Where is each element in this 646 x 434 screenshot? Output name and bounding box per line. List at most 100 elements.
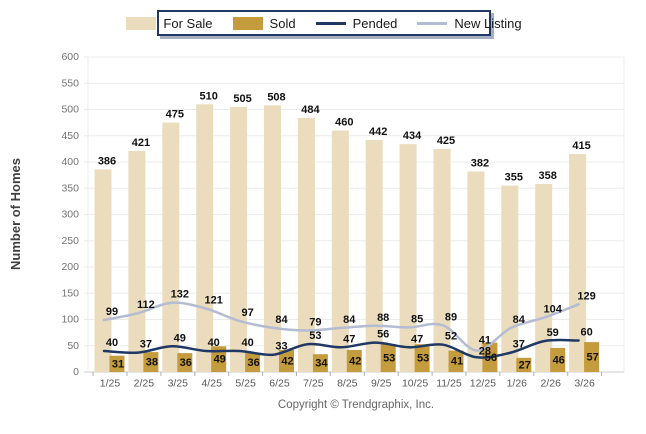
bar-sold [143,352,159,372]
sold-value-label: 56 [485,352,497,364]
pended-value-label: 33 [275,341,287,353]
new-listing-value-label: 99 [106,306,118,318]
bar-for-sale [264,105,281,373]
bar-for-sale [569,154,587,372]
new-listing-line [102,301,580,352]
bar-sold [414,344,430,372]
sold-value-label: 31 [112,358,124,370]
new-listing-value-label: 85 [411,313,423,325]
bar-for-sale [467,171,485,373]
new-listing-value-label: 89 [445,311,457,323]
y-tick-label: 50 [67,340,79,352]
for-sale-value-label: 508 [267,91,285,103]
bar-for-sale [399,144,417,372]
y-tick-label: 500 [61,104,79,116]
pended-value-label: 59 [547,327,559,339]
bar-for-sale [128,151,146,372]
x-tick-label: 11/25 [436,378,462,390]
y-tick-label: 550 [61,77,79,89]
pended-line [102,338,580,359]
legend-item-for-sale: For Sale [126,16,213,31]
legend-item-pended: Pended [315,15,398,31]
y-tick-label: 0 [73,366,79,378]
pended-value-label: 40 [106,337,118,349]
pended-value-label: 60 [580,327,592,339]
x-tick-label: 3/25 [168,378,189,390]
bar-sold [584,342,600,372]
bar-for-sale [94,169,112,373]
sold-value-label: 53 [417,353,429,365]
new-listing-line-swatch [417,21,448,25]
for-sale-value-label: 442 [369,126,387,138]
x-tick-label: 3/26 [574,378,595,390]
y-tick-label: 250 [61,235,79,247]
bar-sold [380,344,396,372]
sold-value-label: 36 [247,357,259,369]
new-listing-value-label: 84 [343,314,356,326]
bar-for-sale [230,106,248,373]
bar-sold [177,353,193,372]
bar-for-sale [535,184,553,372]
sold-value-label: 27 [519,359,531,371]
pended-line-swatch [315,21,346,25]
x-tick-label: 4/25 [201,378,222,390]
new-listing-value-label: 121 [205,295,223,307]
bar-sold [346,350,362,373]
new-listing-value-label: 84 [513,314,526,326]
copyright-text: Copyright © Trendgraphix, Inc. [277,399,435,411]
bar-for-sale [365,140,383,373]
x-tick-label: 2/26 [540,378,561,390]
legend-label-pended: Pended [352,15,398,31]
pended-value-label: 37 [140,339,152,351]
legend-item-sold: Sold [232,15,296,31]
x-tick-label: 1/26 [507,378,528,390]
for-sale-value-label: 355 [505,172,523,184]
legend: For Sale Sold Pended New Listing [126,10,522,36]
bar-for-sale [331,130,349,372]
for-sale-value-label: 386 [98,155,116,167]
y-tick-label: 350 [61,182,79,194]
y-tick-label: 300 [61,209,79,221]
for-sale-value-label: 425 [437,135,455,147]
bar-for-sale [297,117,315,373]
x-tick-label: 1/25 [100,378,121,390]
pended-value-label: 56 [377,329,389,341]
sold-swatch [232,16,263,30]
bar-sold [312,354,328,373]
new-listing-value-label: 88 [377,312,389,324]
pended-value-label: 28 [479,345,491,357]
for-sale-value-label: 415 [572,140,590,152]
pended-value-label: 40 [208,337,220,349]
legend-item-new-listing: New Listing [417,16,522,31]
bar-for-sale [196,104,214,373]
sold-value-label: 38 [146,357,158,369]
for-sale-value-label: 505 [233,93,251,105]
new-listing-value-label: 104 [544,303,563,315]
for-sale-value-label: 382 [471,158,489,170]
y-tick-label: 100 [61,314,79,326]
legend-label-sold: Sold [269,15,296,31]
y-tick-label: 450 [61,130,79,142]
sold-value-label: 53 [383,353,395,365]
new-listing-value-label: 41 [479,334,491,346]
sold-value-label: 34 [315,358,328,370]
x-tick-label: 8/25 [337,378,358,390]
sold-value-label: 36 [180,357,192,369]
new-listing-value-label: 132 [171,289,189,301]
pended-value-label: 37 [513,339,525,351]
y-tick-label: 600 [61,51,79,63]
pended-value-label: 47 [343,333,355,345]
for-sale-value-label: 510 [200,90,218,102]
x-tick-label: 9/25 [371,378,392,390]
for-sale-value-label: 434 [403,130,422,142]
pended-value-label: 40 [241,337,253,349]
y-tick-label: 400 [61,156,79,168]
bar-sold [211,346,227,372]
for-sale-value-label: 475 [166,109,184,121]
sold-value-label: 42 [349,356,361,368]
bar-for-sale [433,148,451,372]
x-tick-label: 10/25 [402,378,428,390]
new-listing-value-label: 79 [309,317,321,329]
pended-value-label: 53 [309,330,321,342]
